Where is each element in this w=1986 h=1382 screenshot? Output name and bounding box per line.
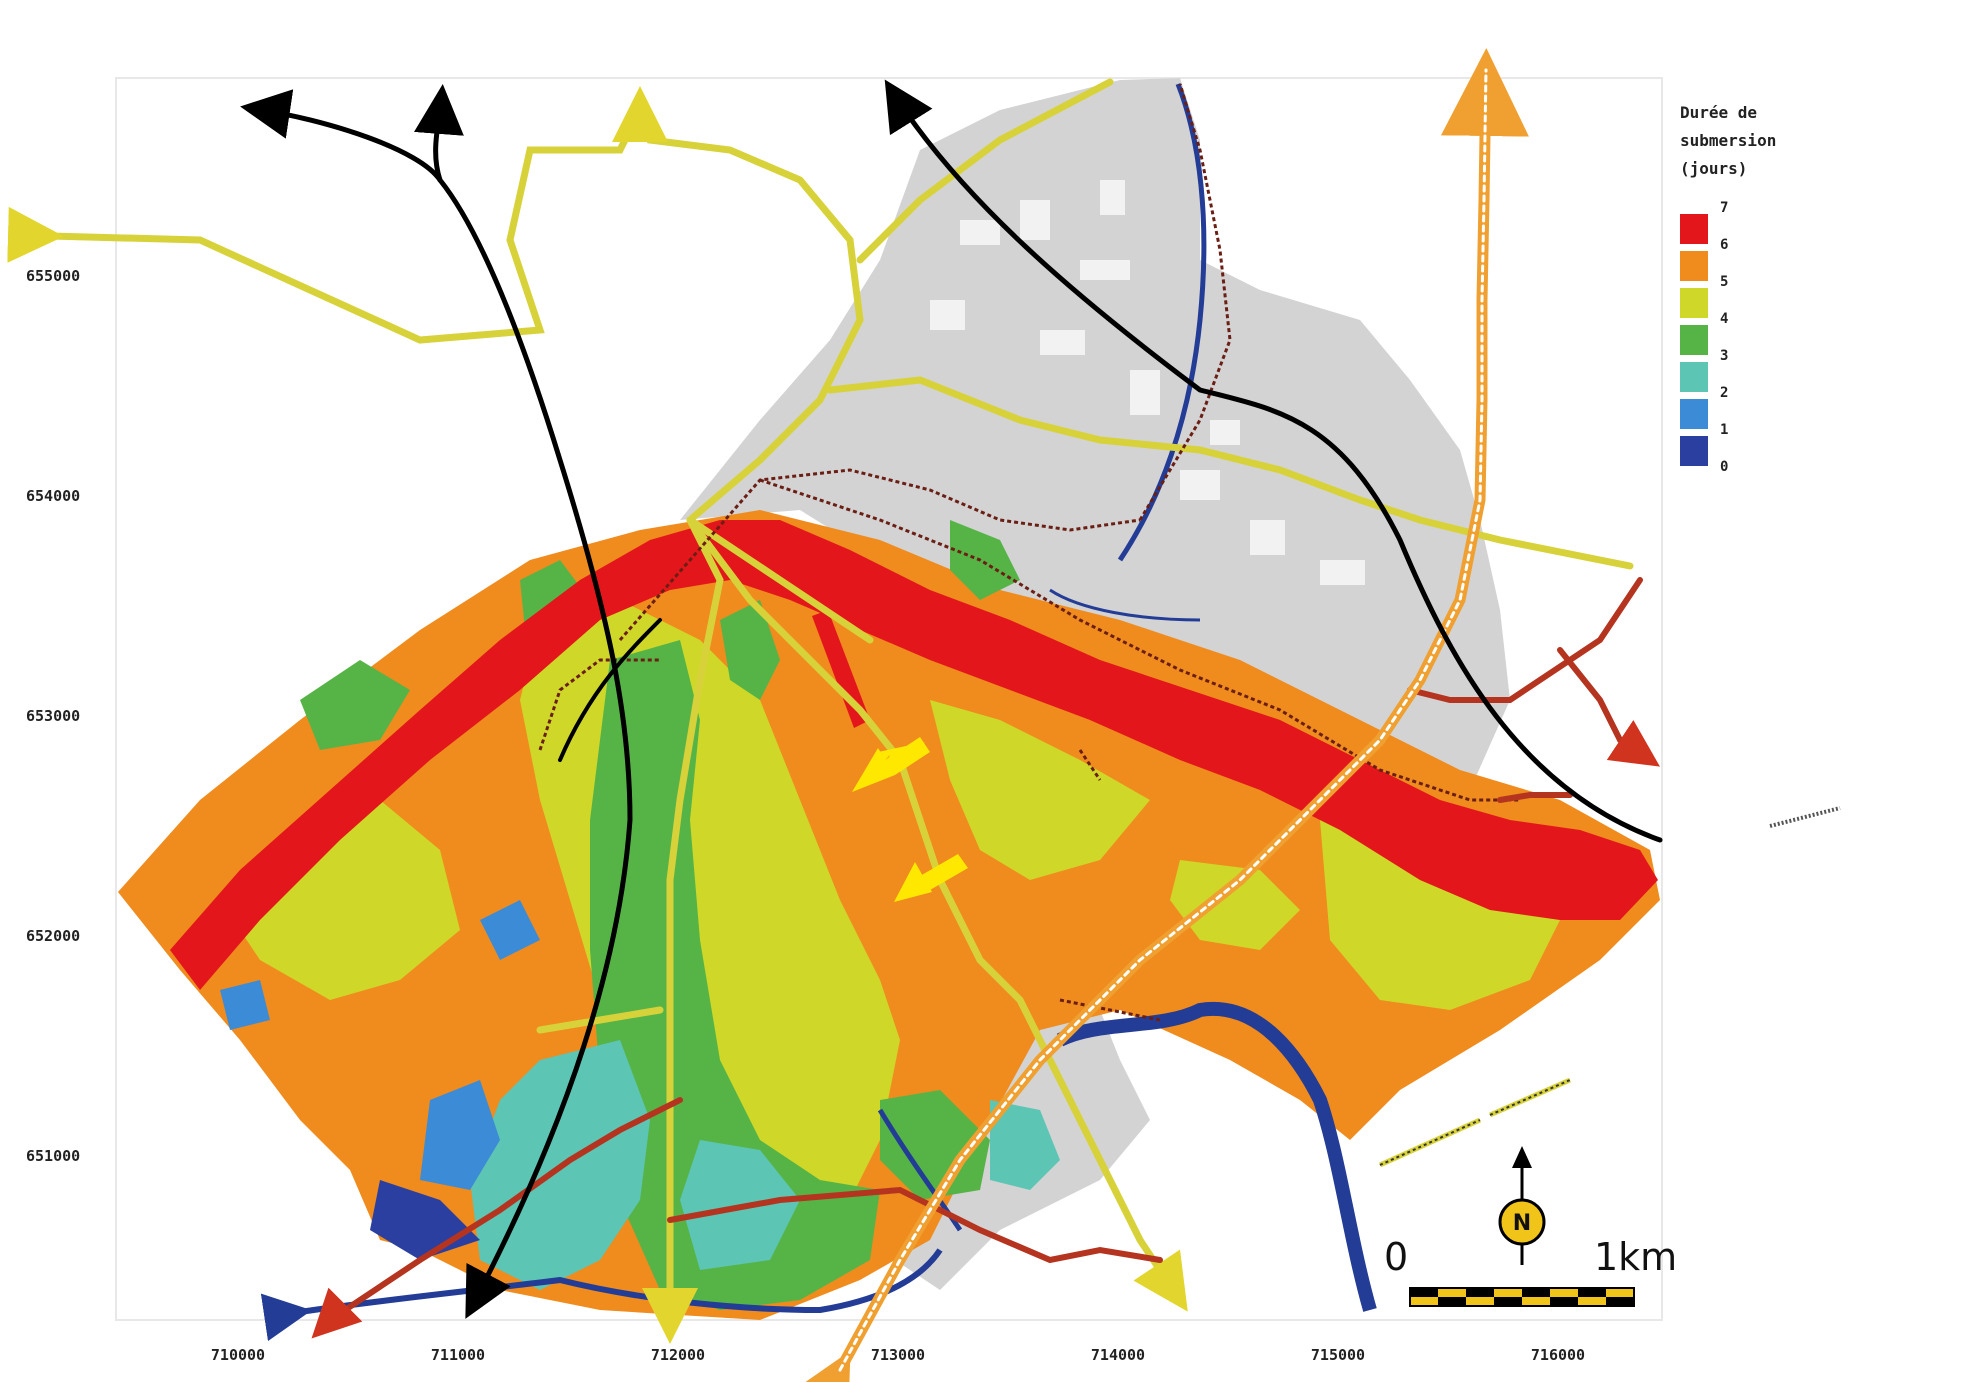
legend-title-line: (jours) — [1680, 159, 1747, 178]
north-arrow-icon — [1512, 1146, 1532, 1168]
x-tick-label: 711000 — [431, 1346, 485, 1364]
scale-end-label: 1km — [1594, 1235, 1677, 1279]
legend-value: 0 — [1720, 459, 1728, 475]
scale-bar: 0 1km — [1384, 1235, 1677, 1307]
x-tick-label: 713000 — [871, 1346, 925, 1364]
legend-swatch — [1680, 362, 1708, 392]
legend-title-line: submersion — [1680, 131, 1776, 150]
indicator-arrow-1-head — [852, 748, 895, 792]
x-tick-label: 715000 — [1311, 1346, 1365, 1364]
flow-arrow-northwest — [240, 89, 443, 183]
river-channel — [170, 520, 1658, 990]
flow-arrow-north — [413, 84, 464, 183]
legend-value: 4 — [1720, 311, 1728, 327]
hatch-marks — [1378, 806, 1841, 1168]
legend-swatch — [1680, 399, 1708, 429]
y-tick-label: 653000 — [26, 707, 80, 725]
indicator-arrow-1-body — [885, 737, 930, 775]
legend-value: 7 — [1720, 200, 1728, 216]
flow-arrow-west — [437, 177, 633, 1319]
legend-value: 2 — [1720, 385, 1728, 401]
legend-value: 1 — [1720, 422, 1728, 438]
legend-swatch — [1680, 251, 1708, 281]
indicator-arrows — [852, 737, 968, 902]
scale-start-label: 0 — [1384, 1235, 1408, 1279]
y-axis: 655000 654000 653000 652000 651000 — [26, 267, 80, 1165]
x-axis: 710000 711000 712000 713000 714000 71500… — [211, 1346, 1585, 1364]
indicator-arrow-2-body — [920, 854, 968, 890]
legend-swatch — [1680, 288, 1708, 318]
y-tick-label: 654000 — [26, 487, 80, 505]
legend-swatch — [1680, 214, 1708, 244]
legend-swatch — [1680, 325, 1708, 355]
north-label: N — [1513, 1211, 1531, 1236]
indicator-arrow-2-head — [894, 862, 932, 902]
legend: Durée de submersion (jours) 7 6 5 4 3 2 … — [1680, 103, 1776, 475]
x-tick-label: 712000 — [651, 1346, 705, 1364]
legend-swatch — [1680, 436, 1708, 466]
y-tick-label: 652000 — [26, 927, 80, 945]
x-tick-label: 710000 — [211, 1346, 265, 1364]
legend-value: 5 — [1720, 274, 1728, 290]
y-tick-label: 655000 — [26, 267, 80, 285]
x-tick-label: 714000 — [1091, 1346, 1145, 1364]
legend-title-line: Durée de — [1680, 103, 1757, 122]
legend-value: 3 — [1720, 348, 1728, 364]
x-tick-label: 716000 — [1531, 1346, 1585, 1364]
highway — [769, 48, 1529, 1382]
legend-value: 6 — [1720, 237, 1728, 253]
flow-arrows — [240, 79, 1663, 1319]
y-tick-label: 651000 — [26, 1147, 80, 1165]
flow-arrow-east — [884, 79, 1663, 843]
north-arrow: N — [1498, 1146, 1546, 1265]
